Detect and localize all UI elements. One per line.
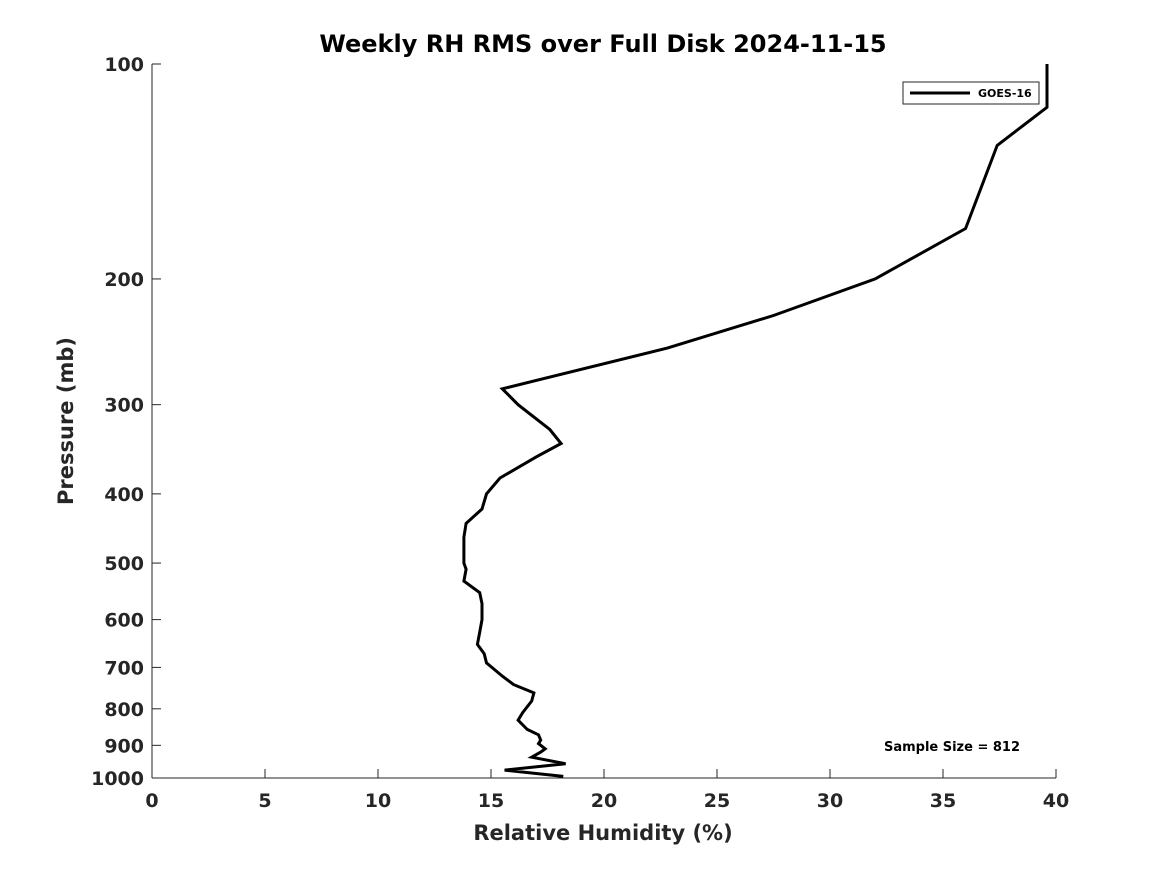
legend: GOES-16 <box>902 81 1040 105</box>
legend-label-goes-16: GOES-16 <box>978 87 1032 100</box>
y-tick-label: 400 <box>104 484 144 506</box>
y-tick-label: 1000 <box>91 768 144 790</box>
y-tick-label: 600 <box>104 610 144 632</box>
x-tick-label: 25 <box>704 790 730 812</box>
y-tick-label: 200 <box>104 269 144 291</box>
y-tick-label: 800 <box>104 699 144 721</box>
y-tick-label: 100 <box>104 54 144 76</box>
series-layer <box>462 64 1049 778</box>
y-tick-label: 700 <box>104 657 144 679</box>
x-tick-label: 20 <box>591 790 617 812</box>
x-tick-label: 10 <box>365 790 391 812</box>
x-tick-label: 0 <box>145 790 158 812</box>
sample-size-annotation: Sample Size = 812 <box>884 740 1020 755</box>
y-tick-label: 300 <box>104 395 144 417</box>
x-axis-label: Relative Humidity (%) <box>473 821 732 845</box>
y-axis-label: Pressure (mb) <box>54 337 78 505</box>
x-tick-label: 30 <box>817 790 843 812</box>
legend-box <box>902 81 1040 105</box>
chart-title: Weekly RH RMS over Full Disk 2024-11-15 <box>319 30 886 58</box>
series-line-goes-16 <box>462 64 1049 778</box>
x-tick-label: 40 <box>1043 790 1069 812</box>
x-tick-label: 5 <box>258 790 271 812</box>
x-tick-label: 35 <box>930 790 956 812</box>
x-tick-label: 15 <box>478 790 504 812</box>
plot-axes <box>151 64 1056 779</box>
y-tick-label: 500 <box>104 553 144 575</box>
axis-ticks: 0 5 10 15 20 25 30 35 40 100 200 300 400 500 600 700 800… <box>91 54 1069 812</box>
y-tick-label: 900 <box>104 735 144 757</box>
